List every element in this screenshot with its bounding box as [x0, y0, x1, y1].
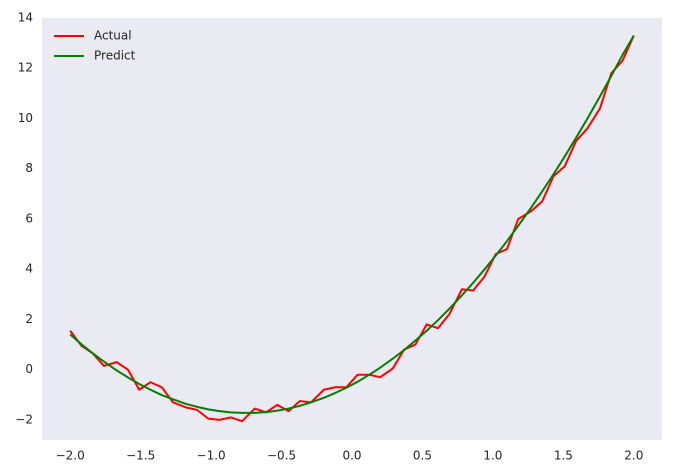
series-line [69, 35, 635, 414]
x-tick-label: −2.0 [56, 449, 85, 463]
x-tick-label: 0.0 [342, 449, 361, 463]
y-tick-label: 2 [25, 312, 33, 326]
y-tick-label: 6 [25, 211, 33, 225]
y-tick-label: 14 [18, 11, 33, 25]
x-tick-label: 2.0 [624, 449, 643, 463]
x-tick-label: 0.5 [413, 449, 432, 463]
x-tick-label: −0.5 [267, 449, 296, 463]
legend-label: Actual [94, 29, 132, 43]
y-tick-label: 4 [25, 262, 33, 276]
x-tick-label: −1.0 [197, 449, 226, 463]
plot-area [42, 18, 662, 440]
y-tick-label: 10 [18, 111, 33, 125]
y-tick-label: 0 [25, 362, 33, 376]
x-tick-label: 1.0 [483, 449, 502, 463]
x-tick-label: −1.5 [126, 449, 155, 463]
y-tick-label: −2 [15, 412, 33, 426]
legend-label: Predict [94, 49, 136, 63]
series-line [69, 35, 635, 423]
y-tick-label: 12 [18, 61, 33, 75]
x-tick-label: 1.5 [554, 449, 573, 463]
y-tick-label: 8 [25, 161, 33, 175]
